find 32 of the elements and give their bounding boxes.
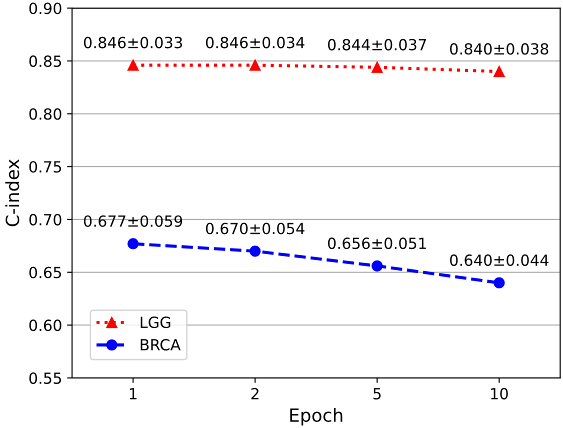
y-tick-label: 0.55 <box>29 372 62 384</box>
point <box>250 60 261 71</box>
point <box>494 277 505 288</box>
y-tick-label: 0.80 <box>29 108 62 120</box>
x-axis-title: Epoch <box>290 408 342 426</box>
point <box>372 260 383 272</box>
point <box>372 62 383 73</box>
y-tick-label: 0.85 <box>29 55 62 67</box>
data-label: 0.670±0.054 <box>206 222 304 234</box>
data-label: 0.640±0.044 <box>450 254 548 266</box>
y-tick-label: 0.90 <box>29 2 62 14</box>
y-tick-label: 0.60 <box>29 320 62 332</box>
data-label: 0.846±0.034 <box>206 36 304 48</box>
point <box>494 66 505 78</box>
y-tick-label: 0.75 <box>29 161 62 173</box>
data-label: 0.844±0.037 <box>328 38 426 50</box>
data-label: 0.846±0.033 <box>84 36 182 48</box>
legend-label: LGG <box>140 316 170 328</box>
y-axis-title: C-index <box>5 159 20 226</box>
x-tick-label: 5 <box>373 388 381 400</box>
data-label: 0.656±0.051 <box>328 238 426 250</box>
x-tick-label: 1 <box>130 388 137 400</box>
point <box>250 246 261 257</box>
y-tick-label: 0.65 <box>29 266 62 278</box>
x-tick-label: 10 <box>491 388 508 400</box>
x-tick-label: 2 <box>251 388 258 400</box>
data-label: 0.840±0.038 <box>450 43 548 55</box>
legend-label: BRCA <box>140 338 181 351</box>
point <box>128 238 139 250</box>
point <box>128 60 139 71</box>
y-tick-label: 0.70 <box>29 214 62 226</box>
data-label: 0.677±0.059 <box>84 215 182 227</box>
